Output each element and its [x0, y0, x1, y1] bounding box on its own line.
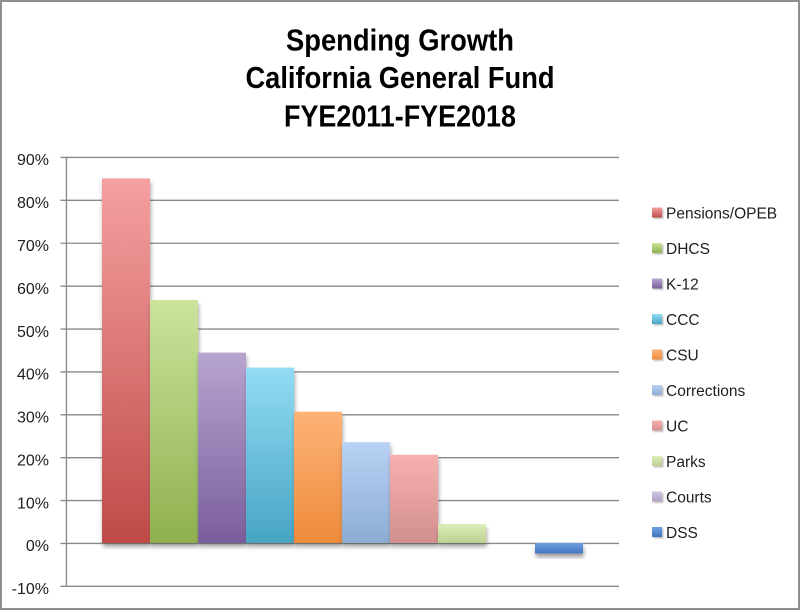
- svg-text:70%: 70%: [17, 238, 49, 255]
- svg-text:Spending Growth: Spending Growth: [286, 22, 514, 57]
- svg-text:30%: 30%: [17, 410, 49, 427]
- svg-text:60%: 60%: [17, 281, 49, 298]
- svg-text:40%: 40%: [17, 367, 49, 384]
- svg-text:-10%: -10%: [12, 581, 49, 598]
- svg-text:90%: 90%: [17, 152, 49, 169]
- svg-text:50%: 50%: [17, 324, 49, 341]
- svg-text:DSS: DSS: [666, 525, 698, 542]
- svg-text:Corrections: Corrections: [666, 383, 745, 400]
- svg-text:FYE2011-FYE2018: FYE2011-FYE2018: [284, 98, 516, 133]
- svg-text:0%: 0%: [26, 538, 49, 555]
- svg-text:10%: 10%: [17, 495, 49, 512]
- svg-text:Courts: Courts: [666, 490, 712, 507]
- svg-text:California General Fund: California General Fund: [246, 60, 555, 95]
- svg-text:Parks: Parks: [666, 454, 706, 471]
- svg-text:CSU: CSU: [666, 348, 699, 365]
- svg-text:Pensions/OPEB: Pensions/OPEB: [666, 206, 777, 223]
- svg-text:K-12: K-12: [666, 277, 699, 294]
- svg-text:UC: UC: [666, 419, 688, 436]
- svg-text:20%: 20%: [17, 452, 49, 469]
- svg-text:DHCS: DHCS: [666, 241, 710, 258]
- svg-text:CCC: CCC: [666, 312, 700, 329]
- svg-text:80%: 80%: [17, 195, 49, 212]
